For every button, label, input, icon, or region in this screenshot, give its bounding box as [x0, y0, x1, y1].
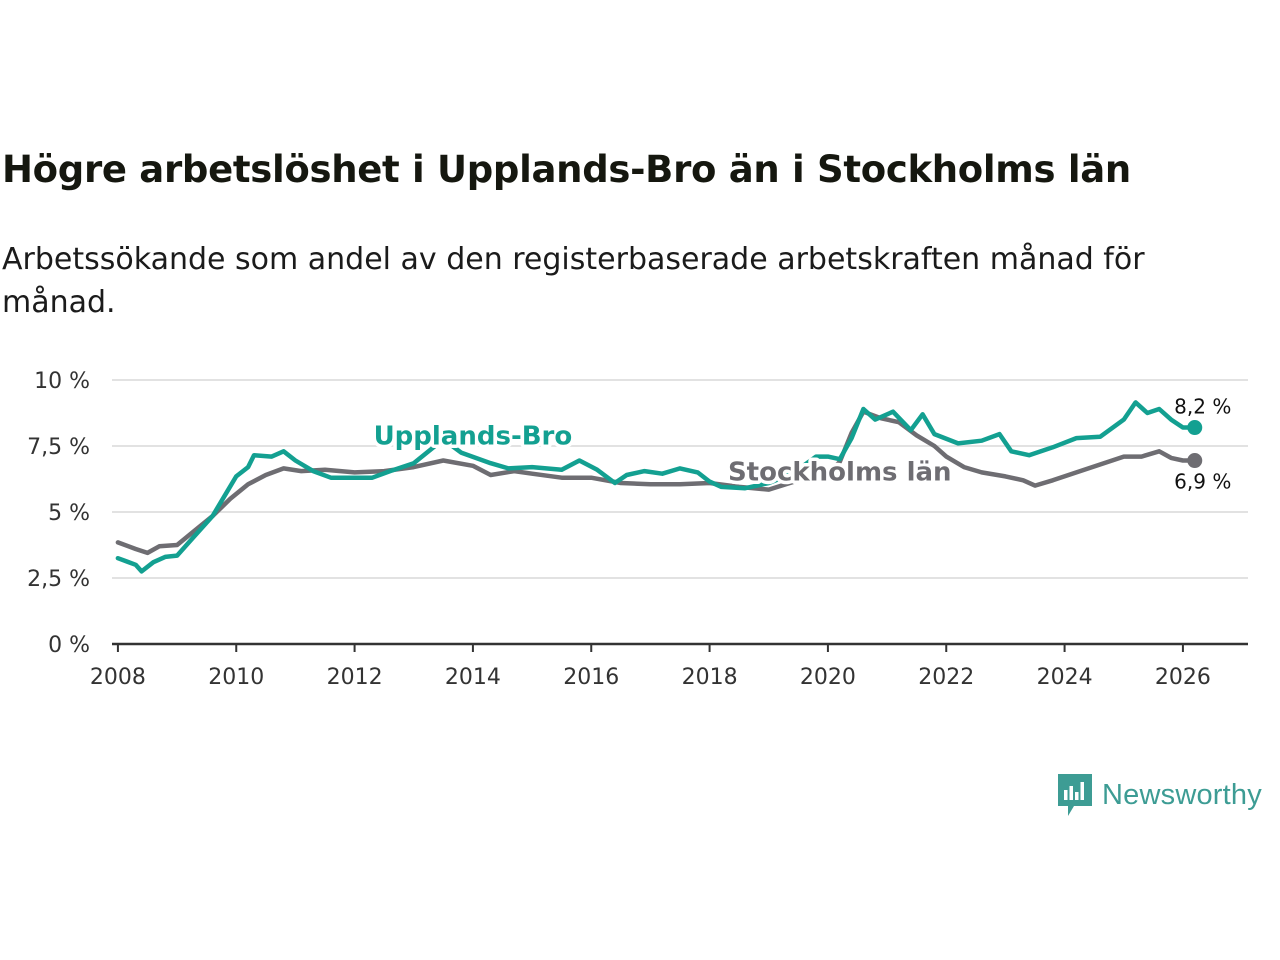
chart-subtitle: Arbetssökande som andel av den registerb…: [2, 242, 1145, 320]
y-tick-label: 7,5 %: [27, 435, 90, 460]
x-tick-label: 2010: [208, 665, 264, 690]
x-tick-label: 2020: [800, 665, 856, 690]
brand-logo[interactable]: Newsworthy: [1058, 774, 1262, 816]
x-tick-label: 2014: [445, 665, 501, 690]
x-tick-label: 2012: [327, 665, 383, 690]
series-lines: [115, 400, 1203, 574]
x-axis-ticks: 2008 2010 2012 2014 2016 2018 2020 2022 2024 2026: [90, 642, 1248, 690]
x-tick-label: 2018: [682, 665, 738, 690]
x-tick-label: 2008: [90, 665, 146, 690]
y-tick-label: 0 %: [48, 633, 90, 658]
series-labels: 6,9 % 8,2 % Stockholms län Upplands-Bro: [370, 395, 1231, 494]
series-name-label: Stockholms län: [728, 457, 952, 487]
series-end-label: 6,9 %: [1174, 470, 1231, 494]
x-tick-label: 2024: [1037, 665, 1093, 690]
y-tick-label: 5 %: [48, 501, 90, 526]
newsworthy-logo-icon: [1058, 774, 1092, 816]
chart-title: Högre arbetslöshet i Upplands-Bro än i S…: [2, 148, 1131, 191]
series-end-point: [1187, 420, 1203, 436]
series-line-upplands-bro: [115, 400, 1198, 574]
x-tick-label: 2016: [563, 665, 619, 690]
series-name-label: Upplands-Bro: [374, 422, 573, 452]
x-tick-label: 2026: [1155, 665, 1211, 690]
series-end-label: 8,2 %: [1174, 395, 1231, 419]
y-tick-label: 10 %: [34, 369, 90, 394]
y-tick-label: 2,5 %: [27, 567, 90, 592]
brand-name: Newsworthy: [1102, 778, 1262, 811]
series-end-point: [1187, 453, 1203, 469]
series-line-stockholms-l-n: [115, 409, 1198, 556]
gridlines: [112, 379, 1248, 579]
line-chart: 0 % 2,5 % 5 % 7,5 % 10 % 2008 2010 2012 2014 201…: [27, 369, 1248, 690]
x-tick-label: 2022: [918, 665, 974, 690]
y-axis-ticks: 0 % 2,5 % 5 % 7,5 % 10 %: [27, 369, 90, 658]
